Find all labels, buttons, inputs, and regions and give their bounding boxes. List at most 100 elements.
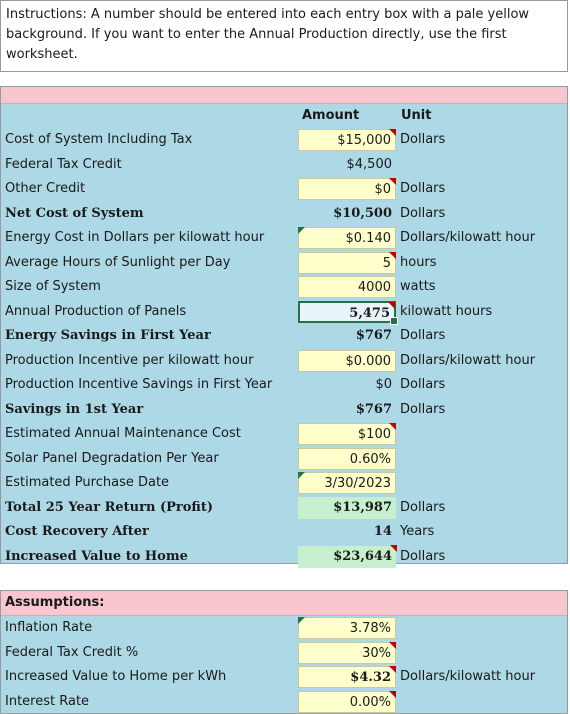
- row-label: Total 25 Year Return (Profit): [5, 499, 213, 515]
- column-headers: Amount Unit: [1, 104, 567, 128]
- energy-cost-input[interactable]: $0.140: [298, 227, 396, 249]
- row-unit: kilowatt hours: [400, 303, 493, 319]
- production-incentive-input[interactable]: $0.000: [298, 349, 396, 372]
- row-interest-rate: Interest Rate 0.00%: [1, 690, 567, 714]
- home-value-value[interactable]: $23,644: [298, 544, 397, 568]
- comment-marker-icon[interactable]: [390, 544, 397, 552]
- row-unit: Dollars/kilowatt hour: [400, 352, 536, 368]
- row-label: Federal Tax Credit: [5, 156, 122, 172]
- inflation-rate-input[interactable]: 3.78%: [298, 617, 396, 639]
- row-unit: Dollars: [400, 328, 446, 343]
- row-cost-recovery: Cost Recovery After 14 Years: [1, 520, 567, 545]
- row-annual-production: Annual Production of Panels 5,475 kilowa…: [1, 300, 567, 325]
- comment-marker-icon[interactable]: [389, 423, 396, 430]
- row-federal-tax-credit: Federal Tax Credit $4,500: [1, 153, 567, 178]
- row-unit: Dollars: [400, 548, 446, 564]
- row-unit: Dollars/kilowatt hour: [400, 230, 536, 245]
- row-net-cost: Net Cost of System $10,500 Dollars: [1, 202, 567, 227]
- row-label: Cost Recovery After: [5, 524, 149, 539]
- comment-marker-icon[interactable]: [389, 129, 396, 136]
- row-label: Other Credit: [5, 181, 86, 196]
- row-total-return: Total 25 Year Return (Profit) $13,987 Do…: [1, 496, 567, 521]
- row-unit: Dollars: [400, 499, 446, 515]
- row-label: Annual Production of Panels: [5, 303, 187, 319]
- comment-marker-icon[interactable]: [389, 666, 396, 673]
- row-value-per-kwh: Increased Value to Home per kWh $4.32 Do…: [1, 665, 567, 690]
- error-indicator-icon[interactable]: [298, 617, 305, 624]
- comment-marker-icon[interactable]: [388, 301, 395, 309]
- row-label: Estimated Annual Maintenance Cost: [5, 426, 241, 441]
- federal-tax-credit-value[interactable]: $4,500: [346, 156, 393, 172]
- row-unit: watts: [400, 279, 436, 294]
- value-per-kwh-input[interactable]: $4.32: [298, 666, 396, 688]
- row-label: Energy Savings in First Year: [5, 328, 211, 343]
- maintenance-cost-input[interactable]: $100: [298, 423, 396, 445]
- row-label: Average Hours of Sunlight per Day: [5, 254, 231, 270]
- comment-marker-icon[interactable]: [389, 178, 396, 185]
- row-label: Size of System: [5, 279, 101, 294]
- row-label: Interest Rate: [5, 693, 90, 709]
- row-unit: Years: [400, 524, 435, 539]
- row-other-credit: Other Credit $0 Dollars: [1, 177, 567, 202]
- row-purchase-date: Estimated Purchase Date 3/30/2023: [1, 471, 567, 496]
- row-label: Estimated Purchase Date: [5, 475, 170, 490]
- row-sunlight-hours: Average Hours of Sunlight per Day 5 hour…: [1, 251, 567, 276]
- header-band: [1, 87, 567, 104]
- row-cost-of-system: Cost of System Including Tax $15,000 Dol…: [1, 128, 567, 153]
- row-label: Production Incentive Savings in First Ye…: [5, 377, 273, 392]
- row-energy-savings: Energy Savings in First Year $767 Dollar…: [1, 324, 567, 349]
- row-unit: Dollars: [400, 377, 446, 392]
- row-incentive-savings: Production Incentive Savings in First Ye…: [1, 373, 567, 398]
- row-savings-first-year: Savings in 1st Year $767 Dollars: [1, 398, 567, 423]
- row-label: Increased Value to Home per kWh: [5, 669, 227, 684]
- row-energy-cost: Energy Cost in Dollars per kilowatt hour…: [1, 226, 567, 251]
- row-label: Federal Tax Credit %: [5, 644, 139, 660]
- row-unit: Dollars: [400, 401, 446, 417]
- row-label: Inflation Rate: [5, 620, 93, 635]
- comment-marker-icon[interactable]: [389, 251, 396, 259]
- row-production-incentive: Production Incentive per kilowatt hour $…: [1, 349, 567, 374]
- assumptions-header-row: Assumptions:: [1, 591, 567, 616]
- unit-header: Unit: [401, 108, 432, 123]
- row-label: Cost of System Including Tax: [5, 132, 193, 147]
- row-unit: Dollars: [400, 181, 446, 196]
- purchase-date-input[interactable]: 3/30/2023: [298, 472, 396, 494]
- federal-tax-credit-pct-input[interactable]: 30%: [298, 641, 396, 664]
- row-inflation-rate: Inflation Rate 3.78%: [1, 616, 567, 641]
- row-unit: Dollars: [400, 132, 446, 147]
- instructions-box[interactable]: Instructions: A number should be entered…: [0, 0, 568, 72]
- error-indicator-icon[interactable]: [298, 472, 305, 479]
- net-cost-value[interactable]: $10,500: [333, 205, 392, 221]
- row-unit: Dollars: [400, 205, 446, 221]
- row-federal-tax-credit-pct: Federal Tax Credit % 30%: [1, 641, 567, 666]
- comment-marker-icon[interactable]: [389, 641, 396, 649]
- instructions-text: Instructions: A number should be entered…: [6, 7, 530, 62]
- system-size-input[interactable]: 4000: [298, 276, 396, 298]
- amount-header: Amount: [302, 108, 360, 123]
- savings-first-year-value[interactable]: $767: [355, 401, 392, 417]
- row-system-size: Size of System 4000 watts: [1, 275, 567, 300]
- error-indicator-icon[interactable]: [298, 227, 305, 234]
- row-home-value: Increased Value to Home $23,644 Dollars: [1, 544, 567, 570]
- cost-of-system-input[interactable]: $15,000: [298, 129, 396, 151]
- row-label: Production Incentive per kilowatt hour: [5, 352, 254, 368]
- row-label: Energy Cost in Dollars per kilowatt hour: [5, 230, 265, 245]
- total-return-value[interactable]: $13,987: [298, 496, 396, 519]
- fill-handle[interactable]: [390, 316, 398, 325]
- row-degradation: Solar Panel Degradation Per Year 0.60%: [1, 447, 567, 472]
- interest-rate-input[interactable]: 0.00%: [298, 690, 396, 713]
- row-maintenance-cost: Estimated Annual Maintenance Cost $100: [1, 422, 567, 447]
- row-unit: Dollars/kilowatt hour: [400, 669, 536, 684]
- energy-savings-value[interactable]: $767: [355, 328, 392, 343]
- other-credit-input[interactable]: $0: [298, 178, 396, 200]
- row-label: Increased Value to Home: [5, 548, 188, 564]
- row-label: Savings in 1st Year: [5, 401, 144, 417]
- assumptions-title: Assumptions:: [5, 595, 105, 610]
- cost-recovery-value[interactable]: 14: [373, 524, 392, 539]
- annual-production-cell[interactable]: 5,475: [298, 300, 398, 325]
- degradation-input[interactable]: 0.60%: [298, 447, 396, 470]
- row-unit: hours: [400, 254, 437, 270]
- sunlight-hours-input[interactable]: 5: [298, 251, 396, 274]
- comment-marker-icon[interactable]: [389, 690, 396, 698]
- incentive-savings-value[interactable]: $0: [375, 377, 392, 392]
